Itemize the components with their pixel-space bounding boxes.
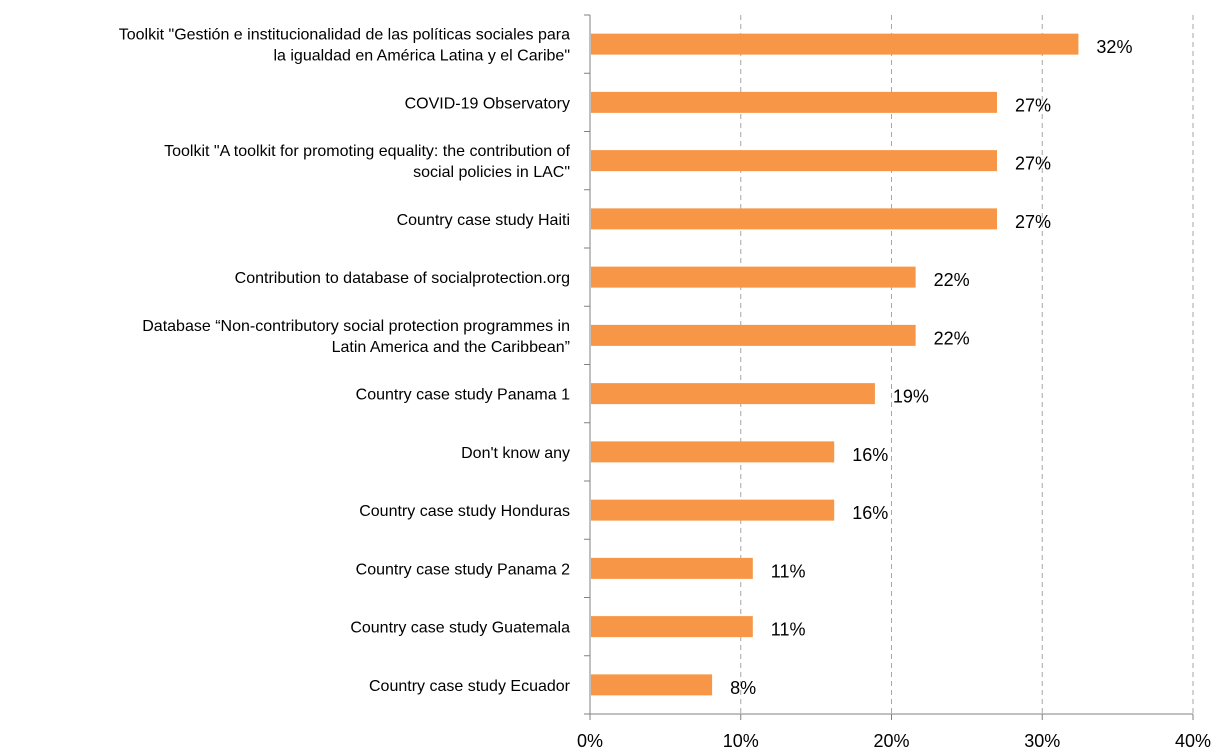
- category-label: Country case study Honduras: [359, 503, 570, 520]
- data-labels: 32% 27% 27% 27% 22% 22% 19% 16% 16% 11% 11% 8%: [730, 37, 1132, 698]
- bar: [591, 150, 998, 172]
- category-label: Country case study Ecuador: [369, 678, 571, 695]
- data-label: 22%: [934, 328, 970, 348]
- category-label: Database “Non-contributory social protec…: [142, 318, 570, 335]
- x-tick-label: 40%: [1175, 731, 1211, 751]
- category-label: Country case study Panama 1: [356, 387, 570, 404]
- data-label: 11%: [771, 561, 806, 581]
- category-label: Toolkit "Gestión e institucionalidad de …: [119, 27, 570, 44]
- category-label: Contribution to database of socialprotec…: [235, 270, 570, 287]
- bars: [591, 33, 1079, 696]
- x-tick-label: 10%: [723, 731, 759, 751]
- bar: [591, 91, 998, 113]
- data-label: 16%: [852, 445, 888, 465]
- gridlines: [740, 15, 1194, 714]
- bar: [591, 499, 835, 521]
- x-tick-label: 0%: [577, 731, 603, 751]
- data-label: 11%: [771, 620, 806, 640]
- axes: [584, 14, 1194, 720]
- category-label: social policies in LAC": [413, 164, 570, 181]
- data-label: 32%: [1096, 37, 1132, 57]
- x-tick-label: 30%: [1024, 731, 1060, 751]
- data-label: 16%: [852, 503, 888, 523]
- data-label: 8%: [730, 678, 756, 698]
- category-label: Don't know any: [461, 445, 570, 462]
- category-label: Latin America and the Caribbean”: [332, 339, 570, 356]
- bar: [591, 208, 998, 230]
- category-label: Country case study Guatemala: [350, 620, 570, 637]
- data-label: 27%: [1015, 95, 1051, 115]
- category-label: la igualdad en América Latina y el Carib…: [273, 48, 570, 65]
- bar: [591, 557, 753, 579]
- bar: [591, 441, 835, 463]
- x-tick-label: 20%: [873, 731, 909, 751]
- bar: [591, 616, 753, 638]
- bar: [591, 33, 1079, 55]
- data-label: 19%: [893, 387, 929, 407]
- category-label: Country case study Panama 2: [356, 561, 570, 578]
- category-labels: Toolkit "Gestión e institucionalidad de …: [119, 27, 571, 695]
- category-label: COVID-19 Observatory: [405, 95, 570, 112]
- bar: [591, 266, 916, 288]
- data-label: 27%: [1015, 212, 1051, 232]
- category-label: Country case study Haiti: [397, 212, 570, 229]
- bar: [591, 383, 875, 405]
- data-label: 22%: [934, 270, 970, 290]
- bar: [591, 674, 713, 696]
- tick-labels: 0% 10% 20% 30% 40%: [577, 731, 1211, 751]
- bar: [591, 324, 916, 346]
- category-label: Toolkit "A toolkit for promoting equalit…: [164, 143, 570, 160]
- data-label: 27%: [1015, 154, 1051, 174]
